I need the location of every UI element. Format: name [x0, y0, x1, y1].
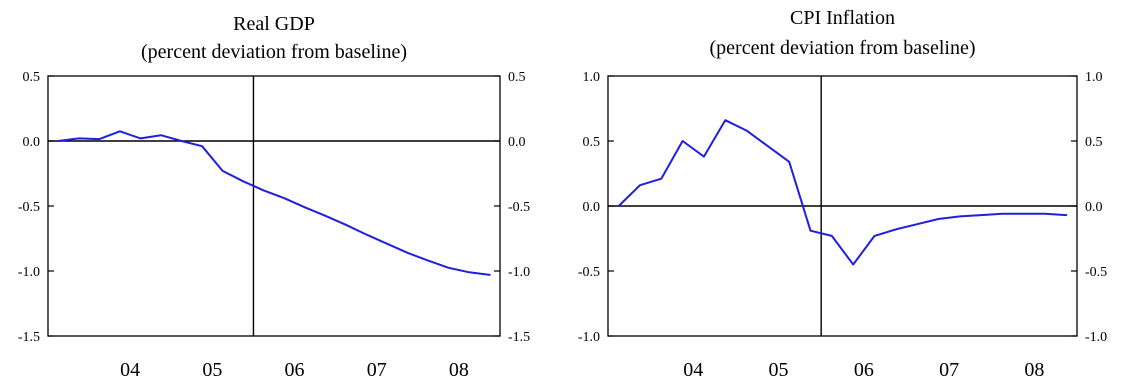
cpi-chart-title: CPI Inflation	[790, 7, 895, 29]
cpi-chart-panel: CPI Inflation (percent deviation from bas…	[578, 7, 1107, 381]
cpi-x-tick-label: 05	[769, 359, 789, 381]
gdp-chart-subtitle: (percent deviation from baseline)	[141, 41, 407, 63]
cpi-y-tick-label-right: 0.5	[1085, 135, 1103, 150]
cpi-y-tick-label-right: -1.0	[1085, 330, 1107, 345]
cpi-x-tick-label: 08	[1024, 359, 1044, 381]
gdp-chart-panel: Real GDP (percent deviation from baseline…	[18, 13, 530, 381]
gdp-x-tick-label: 06	[285, 359, 305, 381]
gdp-y-tick-label-left: 0.0	[23, 135, 41, 150]
gdp-y-tick-label-left: -1.0	[18, 265, 40, 280]
cpi-y-tick-label-left: 0.5	[583, 135, 601, 150]
cpi-y-tick-label-right: 1.0	[1085, 70, 1103, 85]
gdp-chart-title: Real GDP	[233, 13, 315, 35]
gdp-y-tick-label-right: 0.5	[508, 70, 526, 85]
cpi-y-tick-label-left: 1.0	[583, 70, 601, 85]
cpi-y-tick-label-left: -0.5	[578, 265, 600, 280]
gdp-y-tick-label-left: 0.5	[23, 70, 41, 85]
gdp-x-tick-label: 07	[367, 359, 387, 381]
cpi-y-tick-label-right: 0.0	[1085, 200, 1103, 215]
gdp-y-tick-label-right: -1.0	[508, 265, 530, 280]
cpi-y-tick-label-left: 0.0	[583, 200, 601, 215]
gdp-plot-frame	[47, 75, 501, 337]
gdp-y-tick-label-left: -1.5	[18, 330, 40, 345]
gdp-x-tick-label: 05	[202, 359, 222, 381]
cpi-x-tick-label: 07	[939, 359, 959, 381]
gdp-y-tick-label-right: 0.0	[508, 135, 526, 150]
gdp-y-tick-label-right: -0.5	[508, 200, 530, 215]
gdp-x-tick-label: 04	[120, 359, 140, 381]
gdp-y-tick-label-right: -1.5	[508, 330, 530, 345]
gdp-series-line	[57, 130, 491, 276]
cpi-series-line	[617, 119, 1068, 266]
cpi-x-tick-label: 06	[854, 359, 874, 381]
gdp-x-tick-label: 08	[449, 359, 469, 381]
cpi-y-tick-label-right: -0.5	[1085, 265, 1107, 280]
cpi-x-tick-label: 04	[683, 359, 703, 381]
gdp-y-tick-label-left: -0.5	[18, 200, 40, 215]
cpi-y-tick-label-left: -1.0	[578, 330, 600, 345]
cpi-chart-subtitle: (percent deviation from baseline)	[710, 37, 976, 59]
